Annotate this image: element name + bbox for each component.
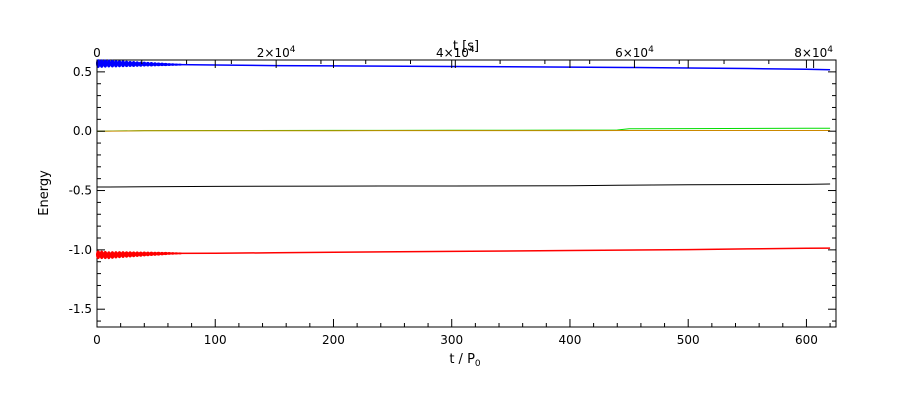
- series-marker-4: [135, 251, 140, 257]
- x-tick-label-top: 2×104: [257, 45, 296, 60]
- series-marker-4: [166, 251, 172, 255]
- series-marker-4: [124, 251, 129, 258]
- series-line-2: [96, 130, 831, 132]
- series-layer: [95, 59, 831, 260]
- y-tick-label: 0.0: [73, 124, 92, 138]
- series-marker-4: [152, 251, 158, 256]
- x-tick-label-bottom: 400: [559, 333, 582, 347]
- x-tick-label-bottom: 300: [440, 333, 463, 347]
- series-marker-4: [120, 251, 126, 258]
- series-marker-4: [138, 251, 143, 257]
- x-axis-bottom-title-sub: 0: [475, 359, 481, 369]
- series-marker-0: [124, 60, 129, 68]
- series-marker-4: [156, 251, 161, 256]
- x-tick-label-top: 8×104: [794, 45, 833, 60]
- series-marker-4: [117, 251, 122, 259]
- series-line-4: [96, 247, 831, 256]
- x-tick-label-bottom: 100: [204, 333, 227, 347]
- series-marker-4: [170, 252, 175, 255]
- x-tick-label-top: 4×104: [436, 45, 475, 60]
- series-marker-0: [117, 60, 122, 68]
- series-marker-0: [127, 60, 133, 68]
- series-marker-0: [113, 60, 119, 68]
- series-marker-0: [159, 62, 165, 67]
- series-marker-0: [106, 59, 112, 68]
- series-marker-0: [110, 59, 115, 68]
- series-marker-4: [106, 251, 112, 260]
- series-marker-4: [103, 250, 108, 260]
- series-marker-4: [149, 251, 154, 257]
- series-marker-0: [166, 63, 172, 66]
- series-marker-0: [120, 60, 126, 68]
- series-marker-0: [135, 61, 140, 67]
- plot-frame: [96, 59, 837, 328]
- series-marker-4: [174, 252, 179, 255]
- series-marker-4: [127, 251, 133, 258]
- series-marker-0: [131, 61, 136, 67]
- x-tick-label-bottom: 200: [322, 333, 345, 347]
- tick-layer: 0 100 200 300 400 500 600 0 2×104 4×104 6×104 8×104…: [69, 45, 836, 347]
- x-axis-bottom-title-main: t / P: [449, 352, 475, 367]
- series-marker-4: [131, 251, 136, 258]
- x-tick-label-top: 6×104: [615, 45, 654, 60]
- series-line-0: [97, 62, 831, 71]
- series-marker-0: [156, 62, 161, 67]
- series-marker-0: [177, 63, 182, 66]
- y-tick-label: 0.5: [73, 65, 92, 79]
- x-axis-top-title: t [s]: [453, 39, 479, 54]
- series-marker-4: [177, 252, 182, 255]
- series-marker-4: [145, 251, 151, 257]
- x-tick-label-bottom: 500: [677, 333, 700, 347]
- series-marker-4: [99, 250, 104, 260]
- x-tick-label-top: 0: [93, 46, 101, 60]
- series-line-3: [97, 183, 831, 188]
- series-marker-0: [152, 62, 158, 67]
- series-marker-4: [95, 250, 101, 260]
- series-marker-4: [159, 251, 165, 256]
- y-tick-label: -1.5: [69, 302, 92, 316]
- y-tick-label: -0.5: [69, 184, 92, 198]
- series-marker-0: [170, 63, 175, 66]
- series-marker-0: [145, 61, 151, 67]
- x-axis-bottom-title: t / P0: [449, 352, 481, 369]
- series-marker-4: [163, 251, 168, 256]
- series-marker-0: [142, 61, 147, 67]
- x-tick-label-bottom: 0: [93, 333, 101, 347]
- series-marker-0: [103, 59, 108, 68]
- y-tick-label: -1.0: [69, 243, 92, 257]
- series-marker-4: [113, 251, 119, 259]
- series-marker-4: [110, 251, 115, 259]
- y-axis-title: Energy: [37, 170, 52, 216]
- series-marker-0: [149, 62, 154, 67]
- series-marker-4: [142, 251, 147, 257]
- series-marker-0: [99, 59, 104, 68]
- series-marker-0: [163, 62, 168, 67]
- series-marker-0: [174, 63, 179, 66]
- x-tick-label-bottom: 600: [795, 333, 818, 347]
